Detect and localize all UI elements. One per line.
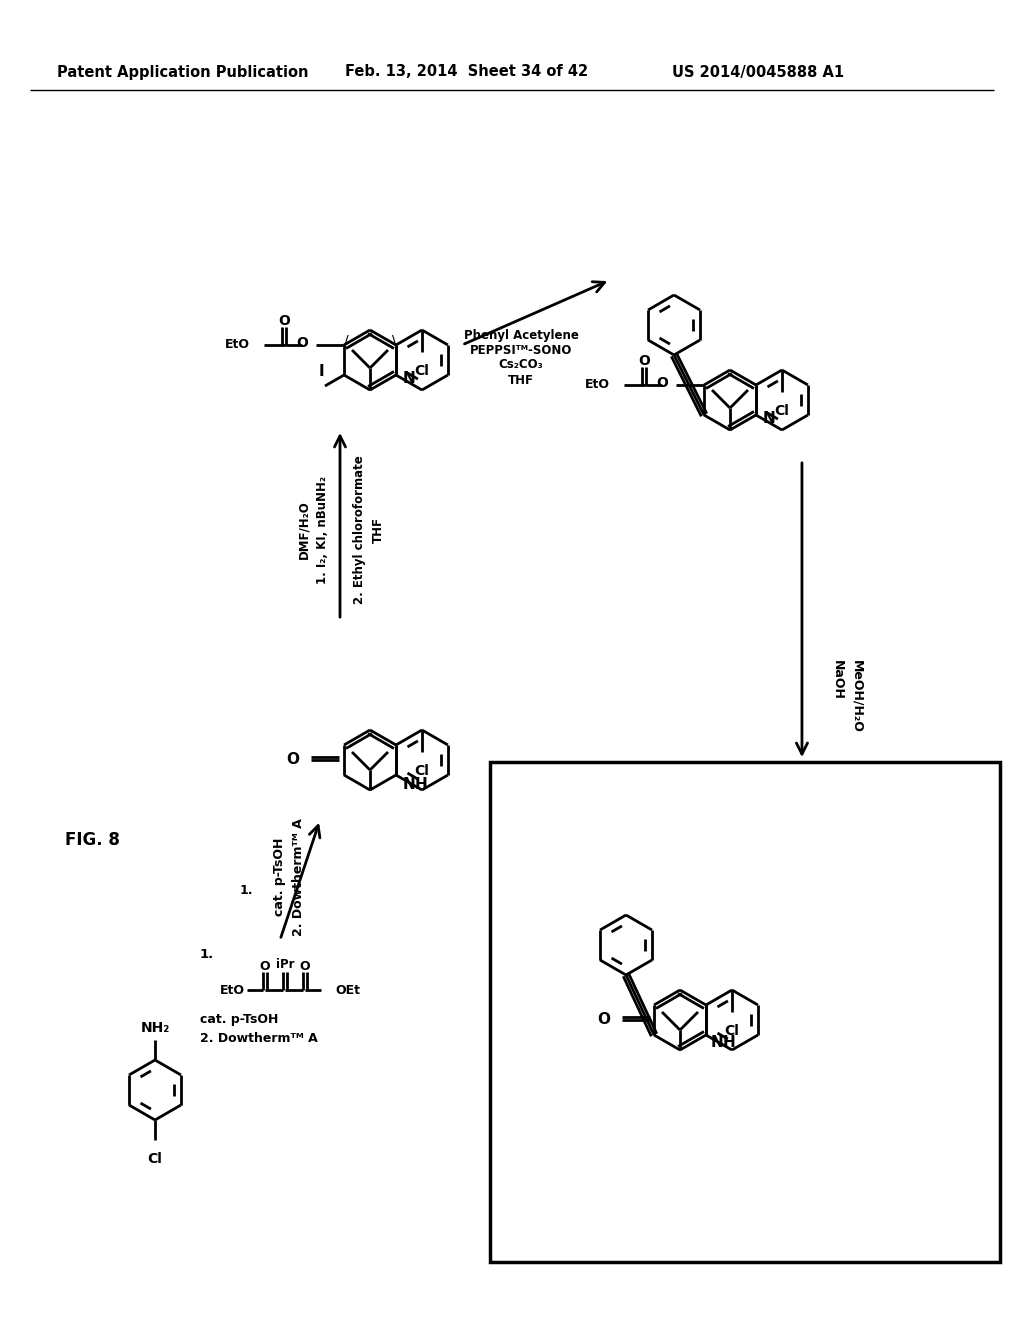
Text: EtO: EtO bbox=[225, 338, 250, 351]
Text: O: O bbox=[597, 1012, 610, 1027]
Text: O: O bbox=[638, 354, 650, 368]
Text: Cl: Cl bbox=[725, 1024, 739, 1038]
Text: US 2014/0045888 A1: US 2014/0045888 A1 bbox=[672, 65, 844, 79]
Text: THF: THF bbox=[372, 517, 384, 543]
Text: O: O bbox=[279, 314, 290, 327]
Text: Cl: Cl bbox=[415, 764, 429, 777]
Text: Cl: Cl bbox=[147, 1152, 163, 1166]
Text: N: N bbox=[711, 1035, 724, 1049]
Text: MeOH/H₂O: MeOH/H₂O bbox=[851, 660, 863, 733]
FancyBboxPatch shape bbox=[490, 762, 1000, 1262]
Text: 1. I₂, KI, nBuNH₂: 1. I₂, KI, nBuNH₂ bbox=[315, 477, 329, 583]
Text: 1.: 1. bbox=[240, 883, 254, 896]
Text: N: N bbox=[763, 411, 776, 426]
Text: NaOH: NaOH bbox=[830, 660, 844, 700]
Text: O: O bbox=[656, 376, 668, 389]
Text: H: H bbox=[415, 777, 428, 792]
Text: EtO: EtO bbox=[585, 379, 610, 392]
Text: 2. Dowthermᵀᴹ A: 2. Dowthermᵀᴹ A bbox=[292, 818, 304, 936]
Text: iPr: iPr bbox=[275, 958, 294, 972]
Text: N: N bbox=[403, 777, 416, 792]
Text: \: \ bbox=[392, 333, 396, 347]
Text: Cs₂CO₃: Cs₂CO₃ bbox=[499, 359, 544, 371]
Text: N: N bbox=[403, 371, 416, 385]
Text: OEt: OEt bbox=[335, 983, 360, 997]
Text: cat. p-TsOH: cat. p-TsOH bbox=[200, 1014, 279, 1027]
Text: PEPPSIᵀᴹ-SONO: PEPPSIᵀᴹ-SONO bbox=[470, 343, 572, 356]
Text: FIG. 8: FIG. 8 bbox=[65, 832, 120, 849]
Text: Patent Application Publication: Patent Application Publication bbox=[57, 65, 308, 79]
Text: O: O bbox=[300, 960, 310, 973]
Text: I: I bbox=[318, 364, 324, 380]
Text: DMF/H₂O: DMF/H₂O bbox=[298, 500, 310, 560]
Text: Cl: Cl bbox=[774, 404, 790, 418]
Text: 2. Ethyl chloroformate: 2. Ethyl chloroformate bbox=[353, 455, 367, 605]
Text: NH₂: NH₂ bbox=[140, 1020, 170, 1035]
Text: Phenyl Acetylene: Phenyl Acetylene bbox=[464, 329, 579, 342]
Text: Feb. 13, 2014  Sheet 34 of 42: Feb. 13, 2014 Sheet 34 of 42 bbox=[345, 65, 588, 79]
Text: THF: THF bbox=[508, 374, 534, 387]
Text: EtO: EtO bbox=[220, 983, 245, 997]
Text: O: O bbox=[260, 960, 270, 973]
Text: O: O bbox=[296, 337, 308, 350]
Text: cat. p-TsOH: cat. p-TsOH bbox=[273, 838, 287, 916]
Text: 2. Dowthermᵀᴹ A: 2. Dowthermᵀᴹ A bbox=[200, 1031, 317, 1044]
Text: O: O bbox=[286, 752, 299, 767]
Text: H: H bbox=[723, 1035, 735, 1049]
Text: Cl: Cl bbox=[415, 364, 429, 378]
Text: /: / bbox=[344, 333, 348, 347]
Text: 1.: 1. bbox=[200, 949, 214, 961]
